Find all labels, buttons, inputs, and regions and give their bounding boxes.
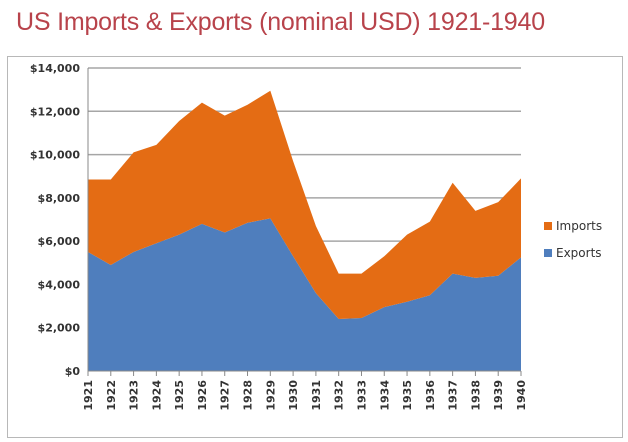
x-tick-label: 1937 bbox=[447, 380, 460, 411]
x-tick-label: 1938 bbox=[469, 380, 482, 411]
legend-label-exports: Exports bbox=[556, 246, 602, 260]
x-tick-label: 1928 bbox=[242, 380, 255, 411]
x-tick-label: 1939 bbox=[492, 380, 505, 411]
x-tick-label: 1932 bbox=[333, 380, 346, 411]
legend-label-imports: Imports bbox=[556, 219, 602, 233]
area-exports bbox=[88, 218, 521, 371]
area-imports bbox=[88, 90, 521, 320]
x-tick-label: 1936 bbox=[424, 380, 437, 411]
legend-swatch-exports bbox=[544, 249, 552, 257]
x-tick-label: 1926 bbox=[196, 380, 209, 411]
y-tick-label: $14,000 bbox=[30, 62, 80, 75]
y-tick-label: $6,000 bbox=[38, 235, 81, 248]
y-tick-label: $8,000 bbox=[38, 192, 81, 205]
x-tick-label: 1930 bbox=[287, 380, 300, 411]
y-tick-label: $0 bbox=[65, 365, 81, 378]
x-tick-label: 1921 bbox=[82, 380, 95, 411]
y-tick-label: $10,000 bbox=[30, 149, 80, 162]
legend-swatch-imports bbox=[544, 222, 552, 230]
x-tick-label: 1929 bbox=[264, 380, 277, 411]
x-tick-label: 1935 bbox=[401, 380, 414, 411]
chart-title: US Imports & Exports (nominal USD) 1921-… bbox=[16, 8, 545, 36]
y-tick-label: $4,000 bbox=[38, 278, 81, 291]
y-tick-label: $2,000 bbox=[38, 322, 81, 335]
x-tick-label: 1923 bbox=[128, 380, 141, 411]
y-tick-label: $12,000 bbox=[30, 105, 80, 118]
x-tick-label: 1931 bbox=[310, 380, 323, 411]
x-tick-label: 1924 bbox=[150, 380, 163, 411]
x-tick-label: 1940 bbox=[515, 380, 528, 411]
x-tick-label: 1927 bbox=[219, 380, 232, 411]
chart-frame bbox=[7, 56, 623, 438]
x-tick-label: 1922 bbox=[105, 380, 118, 411]
x-tick-label: 1934 bbox=[378, 380, 391, 411]
x-tick-label: 1925 bbox=[173, 380, 186, 411]
x-tick-label: 1933 bbox=[355, 380, 368, 411]
